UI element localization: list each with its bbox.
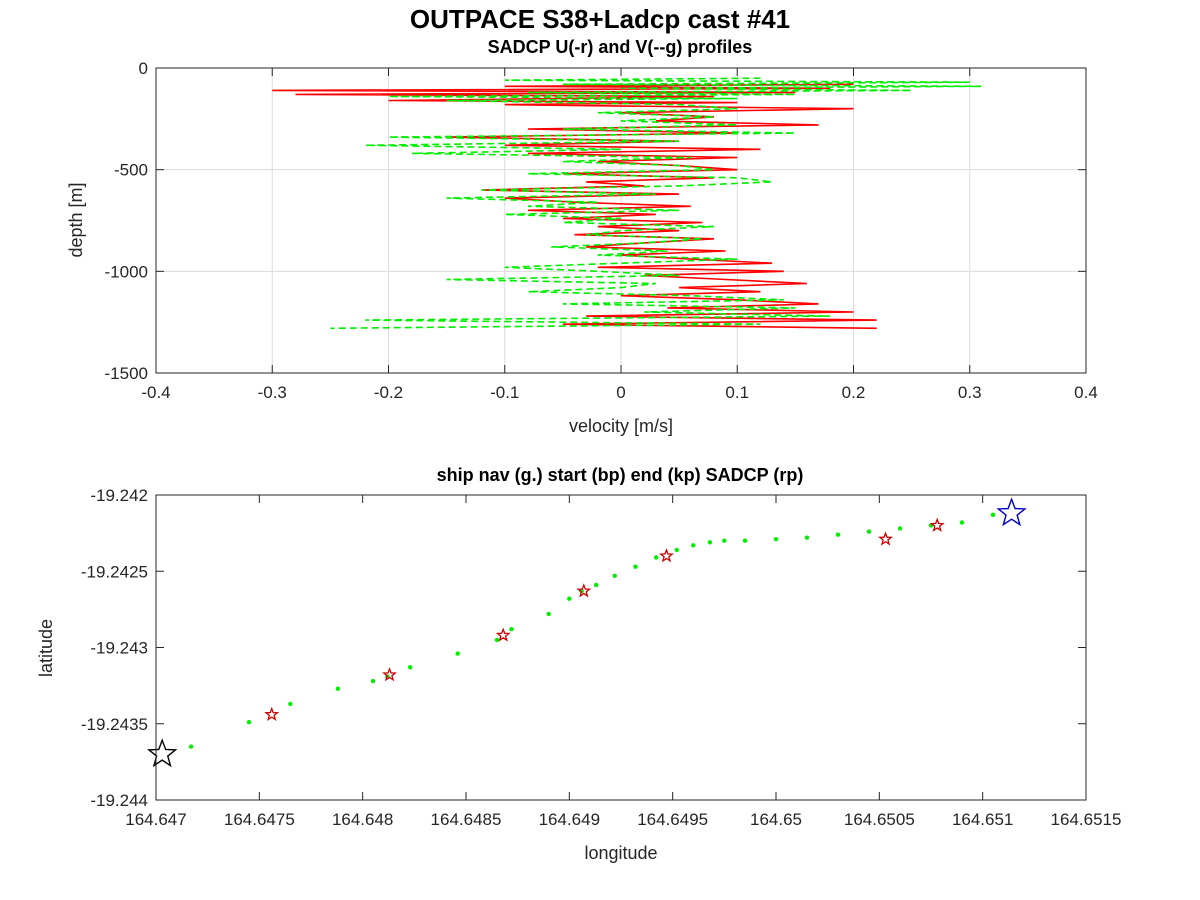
nav-points — [146, 497, 1027, 768]
profile-y-tick-label: -1500 — [105, 364, 148, 383]
profile-x-tick-label: -0.3 — [258, 383, 287, 402]
v-velocity-line — [330, 77, 982, 330]
u-velocity-line — [272, 83, 877, 330]
figure-title: OUTPACE S38+Ladcp cast #41 — [410, 4, 790, 34]
ship-nav-point — [188, 744, 194, 749]
profile-x-tick-label: 0 — [616, 383, 625, 402]
nav-title: ship nav (g.) start (bp) end (kp) SADCP … — [437, 465, 804, 485]
sadcp-star — [576, 583, 592, 598]
profile-y-tick-label: -500 — [114, 161, 148, 180]
sadcp-star — [658, 548, 674, 563]
nav-x-label: longitude — [584, 843, 657, 863]
ship-nav-point — [288, 701, 293, 707]
profile-title: SADCP U(-r) and V(--g) profiles — [488, 37, 753, 57]
ship-nav-point — [455, 651, 460, 656]
nav-x-tick-label: 164.6475 — [224, 810, 295, 829]
nav-x-tick-label: 164.648 — [332, 810, 393, 829]
nav-x-tick-label: 164.6485 — [431, 810, 502, 829]
ship-nav-point — [408, 665, 413, 670]
profile-y-tick-label: -1000 — [105, 262, 148, 281]
nav-x-ticks: 164.647 164.6475 164.648 164.6485 164.649 164… — [125, 495, 1121, 829]
ship-nav-point — [546, 611, 551, 617]
nav-x-tick-label: 164.649 — [539, 810, 600, 829]
sadcp-star — [929, 517, 945, 532]
nav-y-tick-label: -19.242 — [90, 486, 148, 505]
nav-y-label: latitude — [36, 619, 56, 677]
ship-nav-point — [612, 573, 617, 578]
profile-x-tick-label: -0.4 — [141, 383, 170, 402]
nav-x-tick-label: 164.647 — [125, 810, 186, 829]
ship-nav-point — [691, 543, 696, 548]
nav-y-ticks: -19.244 -19.2435 -19.243 -19.2425 -19.242 — [81, 486, 1086, 810]
profile-series — [272, 77, 982, 330]
ship-nav-point — [653, 555, 659, 560]
ship-nav-point — [370, 678, 376, 684]
ship-nav-point — [773, 537, 779, 542]
profile-y-tick-label: 0 — [139, 59, 148, 78]
sadcp-star — [264, 706, 280, 721]
profile-y-ticks: -1500 -1000 -500 0 — [105, 59, 1086, 383]
ship-nav-point — [835, 532, 841, 537]
sadcp-star — [878, 531, 894, 546]
ship-nav-point — [990, 512, 996, 517]
nav-x-tick-label: 164.6515 — [1051, 810, 1122, 829]
ship-nav-point — [804, 535, 810, 540]
velocity-profile-panel: SADCP U(-r) and V(--g) profiles -0.4 -0.3… — [66, 37, 1098, 436]
nav-axes-box — [155, 494, 1087, 801]
sadcp-star — [495, 627, 511, 642]
profile-y-label: depth [m] — [66, 182, 86, 257]
ship-nav-point — [707, 540, 713, 545]
end-star — [146, 738, 178, 768]
nav-x-tick-label: 164.6505 — [844, 810, 915, 829]
ship-nav-point — [335, 686, 341, 691]
ship-nav-point — [866, 529, 872, 534]
ship-nav-point — [579, 588, 584, 594]
profile-x-tick-label: 0.2 — [842, 383, 866, 402]
ship-nav-point — [897, 526, 903, 531]
profile-x-tick-label: 0.1 — [725, 383, 749, 402]
ship-nav-point — [633, 564, 638, 569]
nav-y-tick-label: -19.244 — [90, 791, 148, 810]
ship-nav-point — [742, 538, 748, 543]
ship-nav-point — [509, 627, 514, 632]
ship-nav-point — [722, 538, 727, 543]
profile-x-tick-label: -0.2 — [374, 383, 403, 402]
profile-x-tick-label: 0.3 — [958, 383, 982, 402]
nav-x-tick-label: 164.651 — [952, 810, 1013, 829]
ship-nav-point — [567, 596, 572, 601]
nav-y-tick-label: -19.2435 — [81, 715, 148, 734]
ship-nav-panel: ship nav (g.) start (bp) end (kp) SADCP … — [36, 465, 1121, 863]
sadcp-star — [382, 667, 398, 682]
ship-nav-point — [246, 720, 252, 725]
profile-x-label: velocity [m/s] — [569, 416, 673, 436]
nav-y-tick-label: -19.243 — [90, 639, 148, 658]
nav-y-tick-label: -19.2425 — [81, 562, 148, 581]
ship-nav-point — [494, 637, 500, 643]
profile-x-tick-label: -0.1 — [490, 383, 519, 402]
ship-nav-point — [959, 520, 965, 525]
nav-x-tick-label: 164.65 — [750, 810, 802, 829]
nav-x-tick-label: 164.6495 — [637, 810, 708, 829]
profile-x-tick-label: 0.4 — [1074, 383, 1098, 402]
ship-nav-point — [674, 547, 679, 553]
ship-nav-point — [594, 582, 599, 588]
start-star — [996, 497, 1027, 527]
profile-x-ticks: -0.4 -0.3 -0.2 -0.1 0 0.1 0.2 0.3 0.4 — [141, 68, 1098, 402]
